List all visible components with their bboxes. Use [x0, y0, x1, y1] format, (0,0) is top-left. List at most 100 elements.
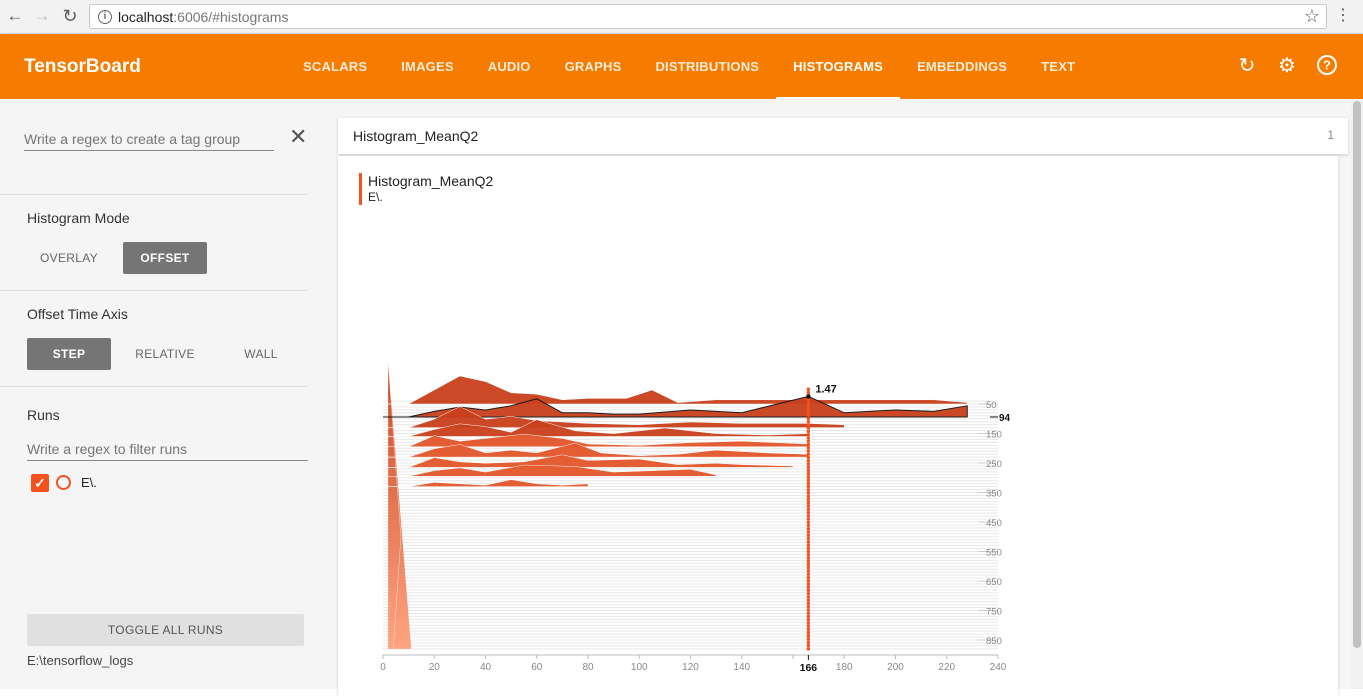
- hover-point: [806, 478, 811, 482]
- logdir-path: E:\tensorflow_logs: [27, 653, 134, 668]
- close-icon[interactable]: ✕: [289, 124, 308, 149]
- category-count: 1: [1327, 128, 1334, 142]
- hover-point: [806, 390, 811, 395]
- tag-group-input[interactable]: [24, 127, 274, 151]
- step-button[interactable]: STEP: [27, 338, 111, 370]
- back-arrow-icon[interactable]: ←: [6, 6, 24, 25]
- y-tick-label: 450: [986, 518, 1002, 529]
- hover-point: [806, 458, 811, 463]
- tab-histograms[interactable]: HISTOGRAMS: [776, 34, 900, 99]
- relative-button[interactable]: RELATIVE: [135, 347, 195, 361]
- info-icon[interactable]: i: [98, 10, 112, 24]
- divider: [0, 290, 307, 291]
- run-color-bar: [359, 173, 362, 205]
- hover-point: [806, 468, 811, 473]
- tab-embeddings[interactable]: EMBEDDINGS: [917, 59, 1008, 74]
- hover-point: [806, 588, 811, 593]
- run-checkbox[interactable]: ✓: [31, 474, 49, 492]
- hover-point: [806, 527, 811, 531]
- hover-point: [806, 591, 811, 596]
- x-tick-label: 40: [480, 662, 492, 673]
- category-header[interactable]: Histogram_MeanQ2 1: [338, 118, 1348, 154]
- bookmark-star-icon[interactable]: ☆: [1303, 6, 1320, 26]
- hover-point: [806, 549, 811, 554]
- overlay-button[interactable]: OVERLAY: [40, 251, 98, 265]
- hover-x-label: 166: [800, 662, 818, 674]
- forward-arrow-icon[interactable]: →: [33, 6, 51, 25]
- hover-point: [806, 553, 811, 557]
- hover-point: [806, 614, 811, 619]
- svg-text:?: ?: [1323, 58, 1331, 73]
- hover-point: [806, 585, 811, 589]
- x-tick-label: 120: [682, 662, 699, 673]
- hover-point: [806, 604, 811, 609]
- hover-point: [806, 423, 811, 427]
- offset-button[interactable]: OFFSET: [123, 242, 207, 274]
- spike-highlight: [387, 362, 402, 649]
- wall-button[interactable]: WALL: [244, 347, 278, 361]
- page-scrollbar[interactable]: [1351, 99, 1363, 689]
- hover-point: [806, 579, 811, 583]
- y-tick-label: 550: [986, 548, 1002, 559]
- hover-point: [806, 643, 811, 648]
- category-title: Histogram_MeanQ2: [353, 128, 479, 144]
- url-text[interactable]: localhost:6006/#histograms: [118, 9, 288, 25]
- hover-point: [806, 475, 811, 479]
- hover-point: [806, 520, 811, 524]
- y-tick-label: 850: [986, 636, 1002, 647]
- hover-point: [806, 611, 811, 615]
- tab-images[interactable]: IMAGES: [401, 59, 454, 74]
- hover-point: [806, 598, 811, 602]
- hover-point: [806, 572, 811, 576]
- hover-point: [806, 556, 811, 560]
- scrollbar-thumb[interactable]: [1353, 101, 1361, 648]
- hover-point: [806, 429, 811, 434]
- tab-text[interactable]: TEXT: [1041, 59, 1076, 74]
- x-tick-label: 80: [582, 662, 594, 673]
- hover-point: [806, 455, 811, 460]
- reload-icon[interactable]: ↻: [62, 6, 78, 26]
- hover-point: [806, 442, 811, 447]
- address-bar[interactable]: i localhost:6006/#histograms ☆: [89, 4, 1327, 29]
- x-tick-label: 140: [733, 662, 750, 673]
- x-tick-label: 200: [887, 662, 904, 673]
- y-tick-label: 50: [986, 400, 997, 411]
- hover-point: [806, 601, 811, 606]
- histogram-card: Histogram_MeanQ2 E\. 1.47 50 150 250 350 450 5…: [338, 156, 1338, 696]
- hover-point: [806, 413, 811, 417]
- browser-menu-icon[interactable]: ⋮: [1335, 7, 1351, 24]
- histogram-mode-title: Histogram Mode: [27, 210, 130, 226]
- x-tick-label: 60: [531, 662, 543, 673]
- dashboard-tabs: SCALARS IMAGES AUDIO GRAPHS DISTRIBUTIONS HIS…: [286, 34, 1092, 99]
- hover-point: [806, 471, 811, 476]
- hover-point: [806, 494, 811, 499]
- settings-gear-icon[interactable]: ⚙: [1278, 55, 1296, 77]
- hover-point: [806, 426, 811, 430]
- tab-distributions[interactable]: DISTRIBUTIONS: [655, 59, 760, 74]
- chart-run-label: E\.: [368, 190, 383, 204]
- tab-scalars[interactable]: SCALARS: [303, 59, 368, 74]
- url-path: :6006/#histograms: [173, 9, 289, 25]
- hover-point: [806, 497, 811, 502]
- hover-point: [806, 540, 811, 544]
- tab-audio[interactable]: AUDIO: [487, 59, 531, 74]
- histogram-ridge-step-265: [383, 454, 794, 468]
- histogram-plot[interactable]: 1.47 50 150 250 350 450 550 650 750 850 94 0 20 40 60 8…: [338, 156, 1338, 696]
- hover-point: [806, 562, 811, 567]
- hover-point: [806, 634, 811, 638]
- hover-point: [806, 582, 811, 586]
- hover-point: [806, 439, 811, 443]
- hover-point: [806, 637, 811, 641]
- reload-icon[interactable]: ↻: [1238, 55, 1256, 77]
- runs-filter-input[interactable]: [27, 437, 308, 461]
- tab-graphs[interactable]: GRAPHS: [564, 59, 622, 74]
- hover-point: [806, 608, 811, 612]
- hover-point: [806, 484, 811, 489]
- toggle-all-runs-button[interactable]: TOGGLE ALL RUNS: [27, 614, 304, 646]
- divider: [0, 194, 307, 195]
- hover-point: [806, 640, 811, 645]
- y-tick-label: 750: [986, 607, 1002, 618]
- x-tick-label: 0: [380, 662, 386, 673]
- help-icon[interactable]: ?: [1315, 54, 1339, 78]
- histogram-spike-shape: [388, 362, 412, 649]
